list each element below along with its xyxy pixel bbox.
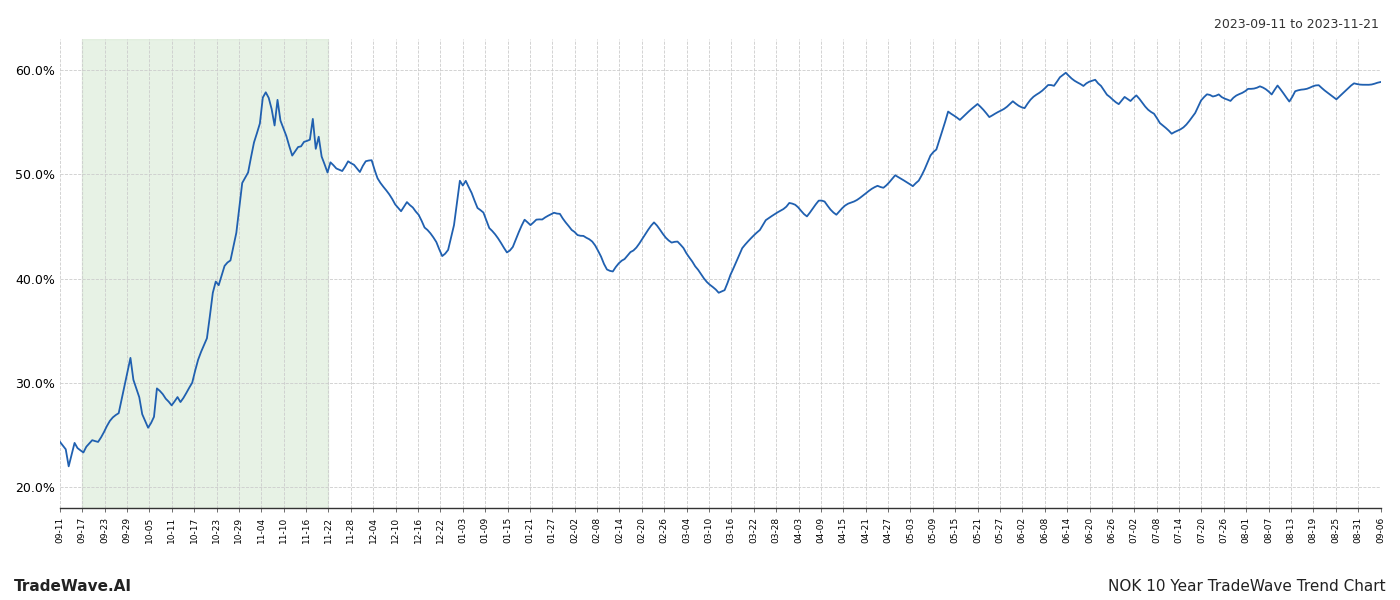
Bar (83, 39, 329, 508)
Text: TradeWave.AI: TradeWave.AI (14, 579, 132, 594)
Text: NOK 10 Year TradeWave Trend Chart: NOK 10 Year TradeWave Trend Chart (1109, 579, 1386, 594)
Text: 2023-09-11 to 2023-11-21: 2023-09-11 to 2023-11-21 (1214, 18, 1379, 31)
